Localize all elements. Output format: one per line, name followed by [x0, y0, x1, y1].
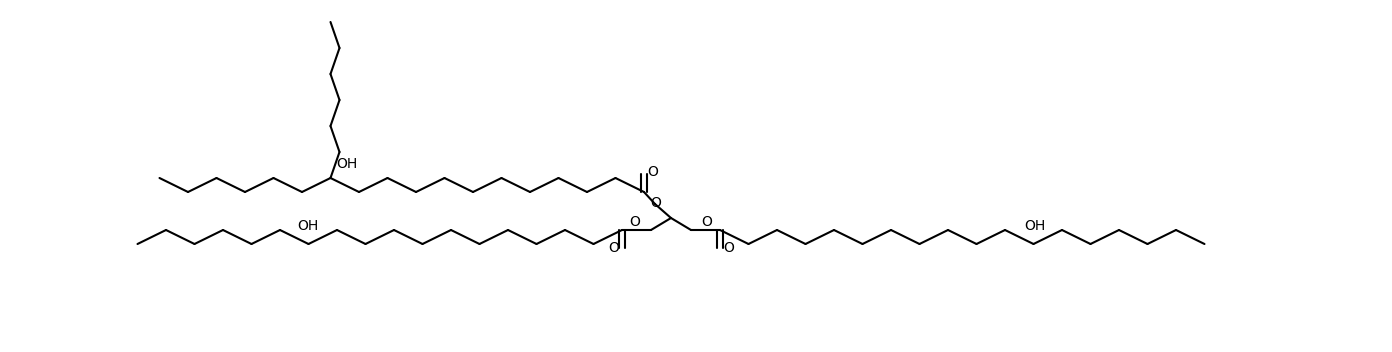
Text: O: O: [647, 165, 658, 179]
Text: O: O: [608, 241, 619, 255]
Text: O: O: [629, 215, 640, 229]
Text: O: O: [702, 215, 713, 229]
Text: O: O: [724, 241, 735, 255]
Text: OH: OH: [296, 219, 319, 233]
Text: O: O: [650, 196, 661, 210]
Text: OH: OH: [335, 157, 358, 171]
Text: OH: OH: [1025, 219, 1045, 233]
